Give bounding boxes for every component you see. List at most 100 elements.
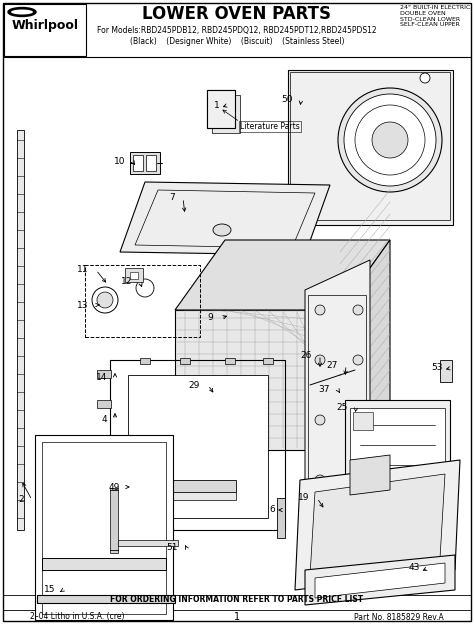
Bar bbox=[118, 480, 236, 492]
Bar bbox=[146, 155, 156, 171]
Text: Whirlpool: Whirlpool bbox=[11, 19, 79, 31]
Bar bbox=[290, 72, 450, 220]
Circle shape bbox=[420, 73, 430, 83]
Text: 11: 11 bbox=[76, 265, 88, 275]
Bar bbox=[277, 498, 285, 538]
Polygon shape bbox=[120, 182, 330, 255]
Text: 53: 53 bbox=[431, 364, 443, 373]
Text: Literature Parts: Literature Parts bbox=[240, 122, 300, 131]
Text: 43: 43 bbox=[409, 563, 420, 572]
Circle shape bbox=[227, 301, 245, 319]
Circle shape bbox=[353, 415, 363, 425]
Polygon shape bbox=[305, 260, 370, 540]
Bar bbox=[97, 505, 111, 513]
Ellipse shape bbox=[213, 224, 231, 236]
Text: 1: 1 bbox=[234, 612, 240, 622]
Bar bbox=[345, 400, 450, 530]
Bar bbox=[225, 358, 235, 364]
Text: 50: 50 bbox=[282, 95, 293, 104]
Text: 51: 51 bbox=[166, 542, 178, 552]
Bar bbox=[97, 435, 111, 443]
Text: 26: 26 bbox=[301, 351, 312, 359]
Circle shape bbox=[353, 355, 363, 365]
Bar bbox=[212, 95, 240, 133]
Polygon shape bbox=[295, 460, 460, 590]
Bar bbox=[140, 358, 150, 364]
Bar bbox=[118, 492, 236, 500]
Bar bbox=[97, 400, 111, 408]
Text: (Black)    (Designer White)    (Biscuit)    (Stainless Steel): (Black) (Designer White) (Biscuit) (Stai… bbox=[130, 37, 344, 47]
Bar bbox=[130, 272, 138, 279]
Text: 2–04 Litho in U.S.A. (cre): 2–04 Litho in U.S.A. (cre) bbox=[30, 613, 125, 622]
Text: 15: 15 bbox=[44, 585, 55, 595]
Bar bbox=[130, 152, 160, 174]
Polygon shape bbox=[175, 240, 390, 310]
Polygon shape bbox=[128, 375, 268, 518]
Circle shape bbox=[315, 415, 325, 425]
Text: 19: 19 bbox=[298, 494, 309, 502]
Text: 14: 14 bbox=[96, 374, 107, 383]
Text: For Models:RBD245PDB12, RBD245PDQ12, RBD245PDT12,RBD245PDS12: For Models:RBD245PDB12, RBD245PDQ12, RBD… bbox=[97, 26, 377, 34]
Bar bbox=[308, 295, 366, 535]
Circle shape bbox=[372, 122, 408, 158]
Ellipse shape bbox=[8, 7, 36, 16]
Bar bbox=[180, 358, 190, 364]
Circle shape bbox=[353, 475, 363, 485]
Bar bbox=[263, 358, 273, 364]
Text: 12: 12 bbox=[120, 278, 132, 286]
Bar bbox=[97, 470, 111, 478]
Polygon shape bbox=[305, 555, 455, 605]
Bar bbox=[353, 412, 373, 430]
Circle shape bbox=[353, 305, 363, 315]
Text: 10: 10 bbox=[113, 157, 125, 167]
Text: 24" BUILT-IN ELECTRIC
DOUBLE OVEN
STD-CLEAN LOWER
SELF-CLEAN UPPER: 24" BUILT-IN ELECTRIC DOUBLE OVEN STD-CL… bbox=[400, 5, 470, 27]
Circle shape bbox=[92, 287, 118, 313]
Text: 49: 49 bbox=[109, 482, 120, 492]
Polygon shape bbox=[310, 474, 445, 576]
Bar bbox=[110, 488, 118, 553]
Circle shape bbox=[231, 305, 241, 315]
Text: 4: 4 bbox=[101, 416, 107, 424]
Circle shape bbox=[338, 88, 442, 192]
Ellipse shape bbox=[11, 9, 33, 14]
Bar bbox=[4, 4, 86, 56]
Bar bbox=[350, 408, 445, 526]
Bar bbox=[125, 268, 143, 282]
Bar bbox=[288, 70, 453, 225]
Circle shape bbox=[344, 94, 436, 186]
Text: 37: 37 bbox=[319, 386, 330, 394]
Circle shape bbox=[136, 279, 154, 297]
Polygon shape bbox=[315, 563, 445, 598]
Bar bbox=[42, 558, 166, 570]
Circle shape bbox=[97, 292, 113, 308]
Bar bbox=[440, 360, 452, 382]
Text: 27: 27 bbox=[327, 361, 338, 369]
Bar bbox=[85, 265, 200, 337]
Polygon shape bbox=[350, 455, 390, 495]
Bar bbox=[17, 130, 24, 530]
Text: 7: 7 bbox=[169, 193, 175, 203]
Text: 13: 13 bbox=[76, 301, 88, 310]
Bar bbox=[37, 595, 175, 603]
Text: 1: 1 bbox=[214, 100, 220, 109]
Bar bbox=[133, 155, 143, 171]
Circle shape bbox=[315, 355, 325, 365]
Bar bbox=[118, 540, 178, 546]
Circle shape bbox=[355, 105, 425, 175]
Text: 9: 9 bbox=[207, 313, 213, 323]
Text: LOWER OVEN PARTS: LOWER OVEN PARTS bbox=[143, 5, 331, 23]
Text: 6: 6 bbox=[269, 505, 275, 515]
Text: Part No. 8185829 Rev.A: Part No. 8185829 Rev.A bbox=[354, 613, 444, 622]
Bar bbox=[35, 435, 173, 620]
Bar bbox=[207, 90, 235, 128]
Bar bbox=[207, 90, 235, 128]
Text: 29: 29 bbox=[189, 381, 200, 389]
Text: 2: 2 bbox=[18, 495, 24, 504]
Polygon shape bbox=[340, 240, 390, 450]
Bar bbox=[42, 442, 166, 614]
Text: 25: 25 bbox=[337, 404, 348, 412]
Text: FOR ORDERING INFORMATION REFER TO PARTS PRICE LIST: FOR ORDERING INFORMATION REFER TO PARTS … bbox=[110, 595, 364, 605]
Circle shape bbox=[315, 305, 325, 315]
Polygon shape bbox=[175, 310, 340, 450]
Circle shape bbox=[315, 475, 325, 485]
